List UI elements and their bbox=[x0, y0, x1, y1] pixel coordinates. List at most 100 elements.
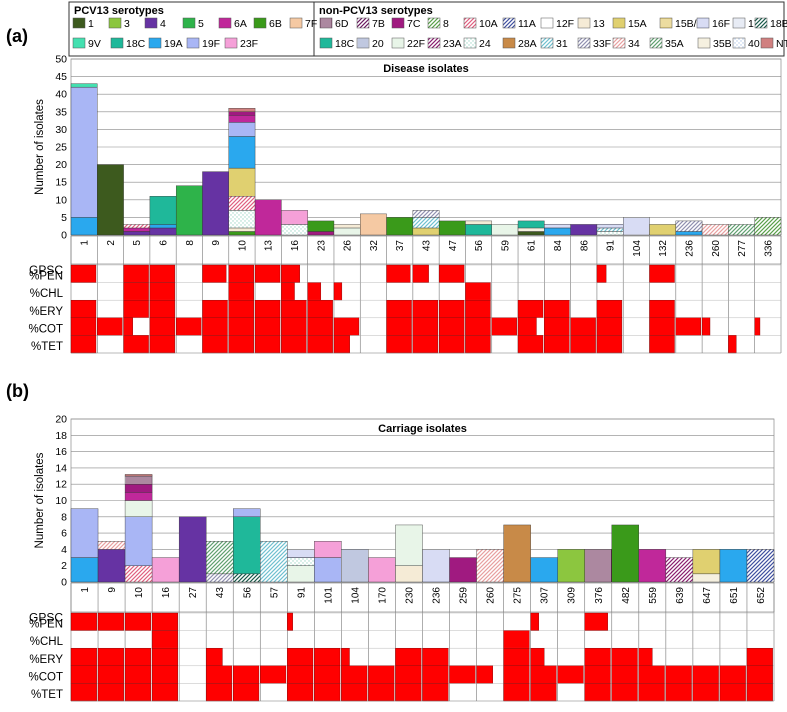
heatmap-cell bbox=[611, 665, 638, 684]
bar-stack-gpsc-259 bbox=[449, 557, 477, 583]
heatmap-cell bbox=[149, 335, 176, 354]
gpsc-tick-label: 101 bbox=[323, 587, 334, 604]
bar-stack-gpsc-5 bbox=[123, 224, 151, 236]
gpsc-row-header: GPSC bbox=[29, 611, 63, 625]
heatmap-cell bbox=[530, 665, 557, 684]
bar-segment-15a bbox=[692, 549, 721, 575]
bar-segment-23f bbox=[281, 210, 308, 225]
bar-segment-19a bbox=[719, 549, 748, 583]
bar-segment-6a bbox=[123, 227, 151, 232]
heatmap-cell bbox=[205, 683, 233, 702]
heatmap-cell bbox=[465, 282, 491, 301]
bar-segment-34 bbox=[701, 224, 729, 236]
legend-label: 35B bbox=[713, 38, 732, 50]
gpsc-tick-label: 23 bbox=[316, 240, 327, 252]
bar-segment-31 bbox=[260, 541, 288, 583]
heatmap-cell bbox=[254, 264, 281, 283]
heatmap-cell bbox=[557, 665, 584, 684]
gpsc-tick-label: 132 bbox=[658, 240, 669, 257]
legend-label: 9V bbox=[88, 38, 101, 50]
panel-b-label: (b) bbox=[6, 381, 29, 401]
bar-segment-6a bbox=[228, 115, 256, 123]
heatmap-cell bbox=[333, 317, 360, 336]
bar-segment-33f bbox=[675, 220, 703, 232]
legend-item-18c: 18C bbox=[110, 37, 146, 50]
legend-item-40: 40 bbox=[732, 37, 760, 50]
bar-segment-7f bbox=[360, 213, 387, 236]
heatmap-cell bbox=[149, 282, 176, 301]
bar-segment-35a bbox=[205, 541, 234, 575]
heatmap-cell bbox=[233, 683, 260, 702]
legend-item-18b: 18B bbox=[754, 17, 787, 30]
bar-stack-gpsc-26 bbox=[333, 224, 361, 236]
legend-item-1: 1 bbox=[72, 17, 94, 30]
heatmap-cell bbox=[746, 683, 773, 702]
gpsc-tick-label: 43 bbox=[422, 240, 433, 252]
bar-segment-28a bbox=[503, 524, 531, 583]
bar-stack-gpsc-13 bbox=[254, 199, 282, 236]
gpsc-tick-label: 651 bbox=[729, 587, 740, 604]
bar-segment-7c bbox=[228, 111, 256, 116]
legend-label: 3 bbox=[124, 18, 130, 30]
gpsc-tick-label: 8 bbox=[185, 240, 196, 246]
bar-segment-1 bbox=[517, 231, 545, 236]
bar-segment-7c bbox=[124, 484, 153, 493]
legend-label: 8 bbox=[443, 18, 449, 30]
gpsc-tick-label: 10 bbox=[237, 240, 248, 252]
heatmap-cell bbox=[728, 335, 737, 354]
heatmap-cell bbox=[638, 665, 665, 684]
heatmap-cell bbox=[476, 665, 494, 684]
heatmap-cell bbox=[281, 264, 300, 283]
heatmap-cell bbox=[260, 665, 287, 684]
bar-segment-6b bbox=[386, 217, 414, 236]
legend-item-3: 3 bbox=[108, 17, 130, 30]
bar-segment-24 bbox=[596, 231, 624, 236]
legend-item-9v: 9V bbox=[72, 37, 101, 50]
gpsc-tick-label: 1 bbox=[80, 587, 91, 593]
bar-segment-4 bbox=[123, 231, 151, 236]
y-tick-label: 5 bbox=[61, 212, 67, 224]
gpsc-tick-label: 10 bbox=[134, 587, 145, 599]
bar-stack-gpsc-275 bbox=[503, 524, 531, 583]
gpsc-tick-label: 482 bbox=[621, 587, 632, 604]
heatmap-cell bbox=[341, 665, 368, 684]
heatmap-cell bbox=[412, 335, 439, 354]
gpsc-tick-label: 236 bbox=[432, 587, 443, 604]
legend-label: 1 bbox=[88, 18, 94, 30]
heatmap-cell bbox=[254, 300, 281, 319]
bar-stack-gpsc-236 bbox=[675, 220, 703, 236]
gpsc-tick-label: 2 bbox=[106, 240, 117, 246]
heatmap-cell bbox=[287, 648, 314, 667]
bar-stack-gpsc-307 bbox=[530, 557, 558, 583]
heatmap-cell bbox=[287, 683, 314, 702]
bar-stack-gpsc-277 bbox=[728, 224, 755, 236]
legend-item-33f: 33F bbox=[577, 37, 611, 50]
bar-segment-6b bbox=[228, 231, 256, 236]
bar-stack-gpsc-27 bbox=[178, 516, 207, 583]
heatmap-cell bbox=[649, 335, 675, 354]
gpsc-tick-label: 43 bbox=[215, 587, 226, 599]
legend-swatch bbox=[540, 17, 554, 29]
legend-swatch bbox=[502, 37, 516, 49]
bar-segment-19f bbox=[124, 516, 153, 566]
heatmap-cell bbox=[570, 317, 596, 336]
heatmap-cell bbox=[438, 335, 465, 354]
heatmap-cell bbox=[70, 648, 97, 667]
legend-label: 23F bbox=[240, 38, 258, 50]
heatmap-cell bbox=[124, 612, 151, 631]
gpsc-tick-label: 86 bbox=[579, 240, 590, 252]
bar-segment-19a bbox=[228, 136, 256, 169]
bar-segment-16f bbox=[596, 224, 624, 229]
y-axis-label: Number of isolates bbox=[34, 452, 46, 548]
heatmap-row-label: %TET bbox=[31, 341, 63, 353]
y-tick-label: 0 bbox=[61, 577, 67, 589]
heatmap-cell bbox=[149, 300, 176, 319]
bar-stack-gpsc-9 bbox=[97, 541, 126, 583]
y-tick-label: 15 bbox=[55, 177, 67, 189]
bar-segment-15a bbox=[649, 224, 677, 236]
bar-segment-34 bbox=[97, 541, 126, 550]
bar-stack-gpsc-57 bbox=[260, 541, 288, 583]
heatmap-cell bbox=[228, 264, 254, 283]
legend-swatch bbox=[577, 37, 591, 49]
heatmap-cell bbox=[287, 665, 314, 684]
